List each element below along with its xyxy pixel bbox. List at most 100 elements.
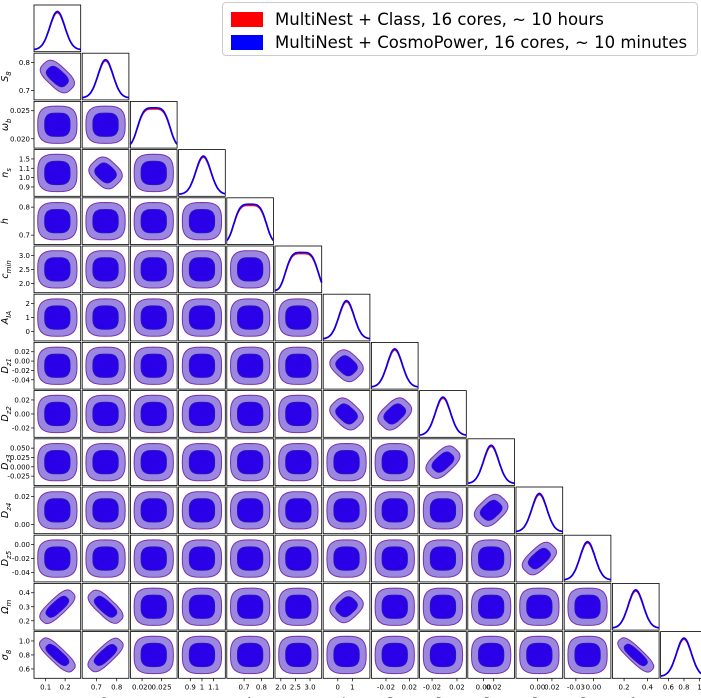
contour-68-13-0: [45, 643, 70, 667]
x-axis-label-7: Dz1: [387, 696, 402, 698]
contour-68-11-5: [285, 546, 312, 571]
contour-68-4-0: [44, 208, 71, 234]
y-tick-label-7-1: -0.02: [12, 367, 30, 375]
contour-68-13-12: [623, 643, 648, 667]
contour-68-2-0: [44, 112, 71, 137]
contour-68-1-0: [45, 65, 69, 88]
contour-68-13-1: [93, 643, 118, 667]
contour-68-12-4: [236, 594, 264, 619]
x-tick-label-4-1: 0.8: [256, 683, 267, 691]
contour-68-9-2: [140, 449, 167, 475]
contour-68-10-5: [285, 498, 312, 523]
legend: MultiNest + Class, 16 cores, ~ 10 hours …: [222, 2, 698, 56]
contour-68-10-4: [236, 498, 264, 523]
contour-68-9-0: [44, 449, 71, 475]
y-tick-label-7-3: 0.02: [14, 348, 30, 356]
x-tick-label-3-1: 1: [200, 683, 204, 691]
y-tick-label-4-1: 0.8: [19, 204, 30, 212]
y-tick-label-9-0: -0.025: [7, 473, 30, 481]
marginal-cosmopower-10: [515, 492, 563, 533]
contour-68-12-6: [335, 596, 358, 618]
y-axis-label-12: Ωm: [0, 600, 13, 615]
x-tick-label-8-1: 0.02: [449, 683, 465, 691]
marginal-cosmopower-0: [33, 10, 81, 51]
x-tick-label-13-1: 0.8: [678, 683, 689, 691]
y-tick-label-7-2: 0.00: [14, 358, 30, 366]
x-tick-label-13-0: 0.6: [663, 683, 675, 691]
marginal-cosmopower-4: [226, 203, 275, 242]
x-tick-label-8-0: -0.02: [423, 683, 441, 691]
x-axis-label-1: S8: [100, 696, 111, 698]
x-axis-label-0: ωcdm: [46, 696, 69, 698]
marginal-cosmopower-7: [371, 347, 419, 388]
x-tick-label-1-0: 0.7: [91, 683, 102, 691]
y-tick-label-1-0: 0.7: [19, 87, 30, 95]
contour-68-10-8: [429, 498, 457, 523]
y-tick-label-1-1: 0.8: [19, 59, 30, 67]
marginal-cosmopower-3: [178, 155, 226, 195]
contour-68-11-6: [333, 546, 360, 571]
y-tick-label-5-1: 2.5: [19, 266, 30, 274]
contour-68-13-7: [381, 642, 408, 668]
contour-68-9-1: [92, 449, 119, 475]
y-tick-label-6-0: 0: [26, 328, 30, 336]
contour-68-11-0: [44, 546, 71, 571]
contour-68-10-7: [381, 498, 408, 523]
contour-68-12-7: [381, 594, 408, 619]
panel-13-13: [660, 631, 701, 679]
contour-68-13-3: [188, 642, 216, 668]
x-tick-label-6-0: 0: [336, 683, 340, 691]
contour-68-12-0: [45, 595, 70, 618]
x-axis-label-9: Dz3: [483, 696, 498, 698]
x-tick-label-9-1: 0.02: [486, 683, 502, 691]
contour-68-8-5: [285, 401, 312, 427]
x-tick-label-13-2: 1: [697, 683, 701, 691]
contour-68-13-8: [429, 642, 457, 668]
marginal-cosmopower-5: [274, 251, 323, 292]
contour-68-11-1: [92, 546, 119, 571]
contour-68-10-6: [333, 498, 360, 523]
y-tick-label-3-1: 1.0: [19, 174, 30, 182]
y-tick-label-6-2: 2: [26, 300, 30, 308]
panel-7-7: [370, 341, 419, 390]
y-tick-label-5-2: 3.0: [19, 252, 30, 260]
contour-68-7-1: [92, 353, 119, 378]
x-axis-label-12: Ωm: [628, 696, 643, 698]
y-tick-label-8-2: 0.02: [14, 396, 30, 404]
marginal-cosmopower-2: [129, 107, 178, 145]
contour-68-2-1: [92, 112, 119, 137]
y-axis-label-8: Dz2: [0, 406, 13, 422]
contour-68-5-4: [236, 257, 264, 282]
contour-68-10-1: [92, 498, 119, 523]
contour-68-7-2: [140, 353, 167, 378]
contour-68-8-4: [236, 401, 264, 427]
x-tick-label-2-1: 0.025: [152, 683, 172, 691]
x-tick-label-10-0: 0.00: [530, 683, 546, 691]
x-tick-label-7-1: 0.02: [402, 683, 418, 691]
y-axis-label-11: Dz5: [0, 550, 13, 566]
y-axis-label-4: h: [0, 218, 11, 224]
y-axis-label-3: ns: [0, 168, 13, 178]
x-tick-label-1-1: 0.8: [111, 683, 122, 691]
y-tick-label-3-2: 1.1: [19, 165, 30, 173]
x-tick-label-0-1: 0.2: [60, 683, 71, 691]
y-tick-label-13-0: 0.6: [19, 665, 31, 673]
x-axis-label-13: σ8: [679, 696, 690, 698]
y-axis-label-10: Dz4: [0, 503, 13, 518]
contour-68-13-4: [236, 642, 264, 668]
contour-68-3-0: [44, 160, 71, 186]
x-axis-label-5: cmin: [289, 696, 307, 698]
contour-68-10-0: [44, 498, 71, 523]
contour-68-7-3: [188, 353, 216, 378]
contour-68-11-4: [236, 546, 264, 571]
contour-68-3-1: [94, 162, 117, 184]
x-tick-label-5-1: 2.5: [290, 683, 301, 691]
y-axis-label-5: cmin: [0, 260, 13, 278]
y-tick-label-9-3: 0.050: [10, 445, 30, 453]
contour-68-13-6: [333, 642, 360, 668]
contour-68-8-3: [188, 401, 216, 427]
contour-68-11-10: [527, 547, 551, 570]
x-axis-label-2: ωb: [148, 696, 161, 698]
contour-68-9-4: [236, 449, 264, 475]
marginal-cosmopower-8: [419, 396, 467, 436]
